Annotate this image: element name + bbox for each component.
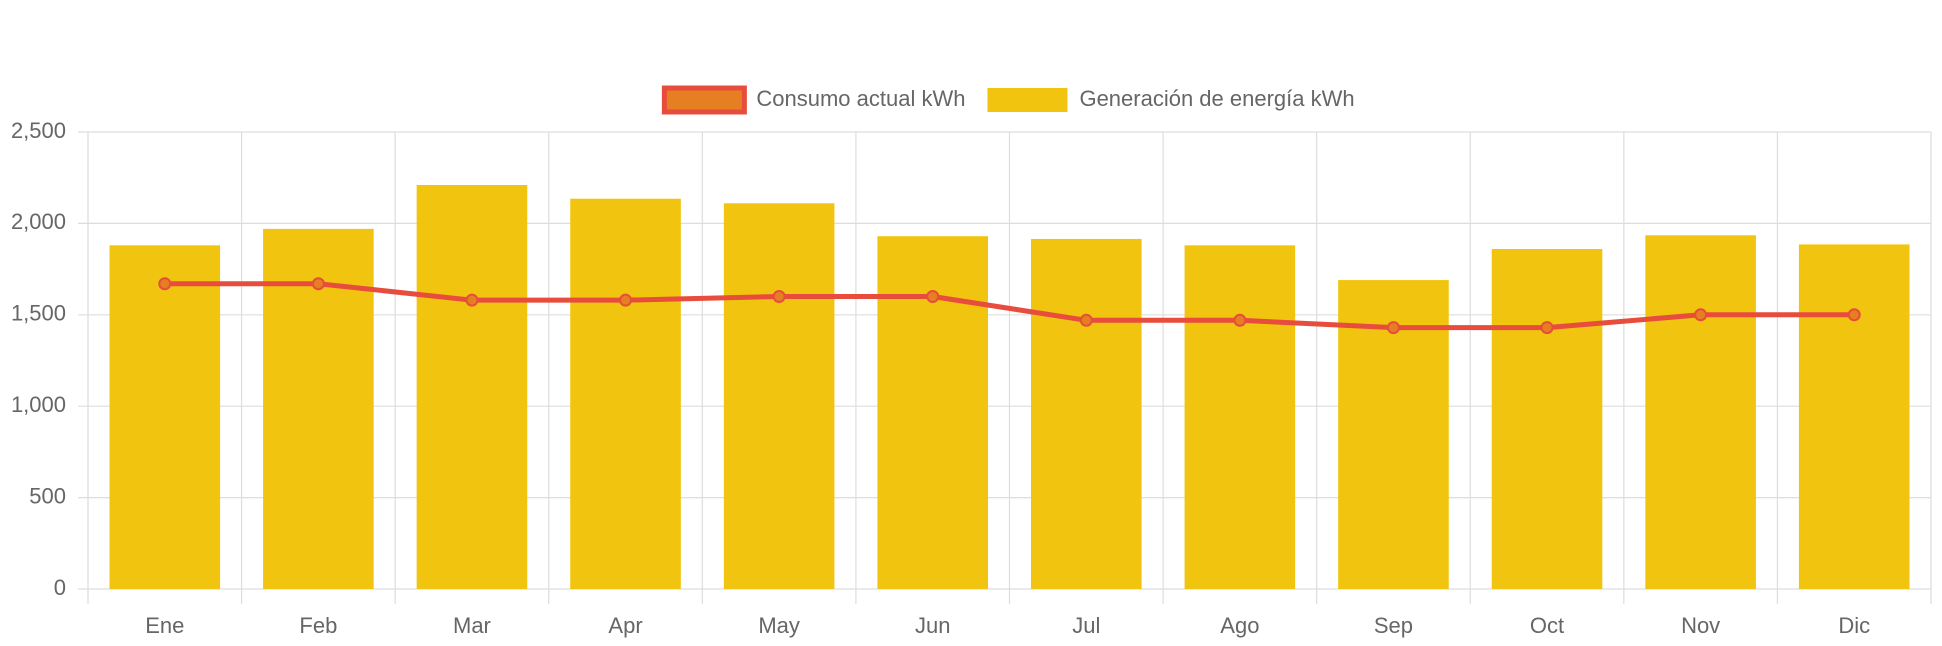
x-tick-label: Nov — [1681, 613, 1720, 638]
y-tick-label: 0 — [54, 575, 66, 600]
y-tick-label: 500 — [29, 483, 66, 508]
line-point — [1540, 321, 1554, 335]
legend-swatch — [661, 85, 747, 115]
line-point — [1694, 308, 1708, 322]
line-point — [311, 277, 325, 291]
y-tick-label: 2,000 — [11, 209, 66, 234]
line-point — [465, 293, 479, 307]
x-tick-label: Jun — [915, 613, 950, 638]
line-point — [1233, 313, 1247, 327]
y-tick-label: 1,500 — [11, 301, 66, 326]
bar — [1491, 248, 1603, 589]
x-tick-label: Ene — [145, 613, 184, 638]
bar — [570, 198, 681, 590]
bar — [1184, 245, 1296, 589]
bar — [109, 245, 221, 589]
bar — [723, 203, 835, 590]
bar — [1031, 238, 1142, 590]
bar — [1645, 235, 1756, 590]
x-tick-label: May — [758, 613, 800, 638]
x-tick-label: Dic — [1838, 613, 1870, 638]
bar — [416, 185, 528, 589]
y-tick-label: 1,000 — [11, 392, 66, 417]
x-tick-label: Jul — [1072, 613, 1100, 638]
x-tick-label: Mar — [453, 613, 491, 638]
line-point — [1386, 321, 1400, 335]
y-tick-label: 2,500 — [11, 118, 66, 143]
x-tick-label: Sep — [1374, 613, 1413, 638]
bar — [877, 236, 988, 590]
bar — [1798, 244, 1910, 589]
line-point — [619, 293, 633, 307]
line — [164, 281, 1855, 331]
line-point — [1847, 308, 1861, 322]
line-point — [1079, 313, 1093, 327]
x-tick-label: Ago — [1220, 613, 1259, 638]
legend-label: Generación de energía kWh — [1079, 86, 1354, 111]
line-point — [926, 290, 940, 304]
x-tick-label: Apr — [608, 613, 642, 638]
legend-swatch — [987, 88, 1068, 112]
legend-label: Consumo actual kWh — [756, 86, 965, 111]
line-point — [772, 290, 786, 304]
line-point — [158, 277, 172, 291]
x-tick-label: Feb — [299, 613, 337, 638]
x-tick-label: Oct — [1530, 613, 1564, 638]
